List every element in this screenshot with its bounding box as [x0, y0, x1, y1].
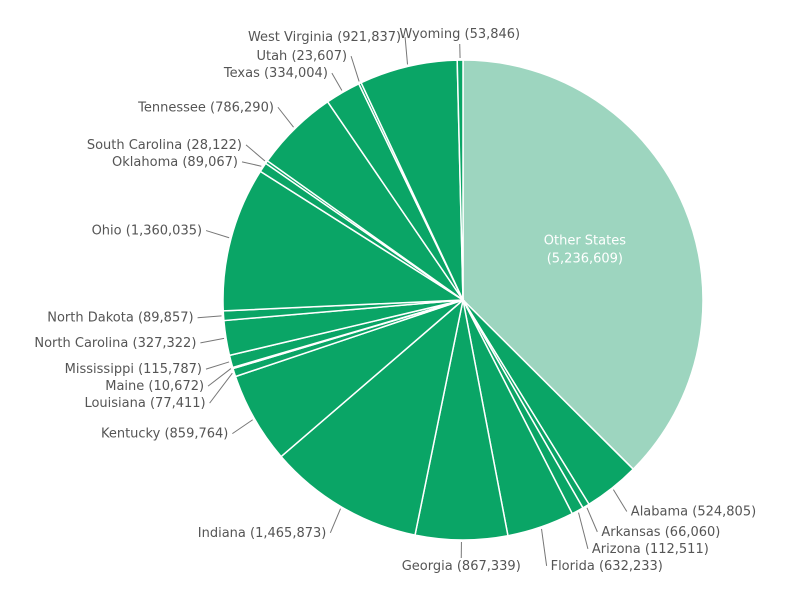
slice-value: (524,805) [692, 504, 756, 519]
leader-line [232, 419, 253, 435]
slice-name: Wyoming [399, 27, 460, 42]
slice-name: Ohio [92, 223, 122, 238]
slice-value: (334,004) [264, 66, 328, 81]
slice-label: Maine (10,672) [105, 379, 204, 394]
leader-line [578, 512, 589, 549]
leader-line [200, 337, 225, 344]
leader-line [586, 507, 598, 533]
slice-label: Arkansas (66,060) [601, 524, 720, 539]
slice-label: Alabama (524,805) [631, 504, 756, 519]
slice-value: (632,233) [599, 558, 663, 573]
slice-label: West Virginia (921,837) [248, 30, 401, 45]
leader-line [331, 72, 343, 91]
leader-line [207, 368, 232, 387]
slice-value: (77,411) [150, 396, 206, 411]
slice-name: Arizona [592, 541, 641, 556]
slice-value: (921,837) [337, 30, 401, 45]
leader-line [241, 161, 262, 167]
leader-line [197, 315, 222, 319]
slice-value: (53,846) [465, 27, 521, 42]
leader-line [329, 508, 341, 534]
leader-line [404, 37, 409, 65]
slice-label: Georgia (867,339) [402, 558, 521, 573]
slice-name: North Dakota [47, 310, 134, 325]
slice-label: Indiana (1,465,873) [198, 525, 327, 540]
pie-slice [462, 59, 704, 471]
slice-label: Louisiana (77,411) [84, 396, 205, 411]
slice-label: Other States (5,236,609) [544, 233, 626, 266]
slice-value: (1,360,035) [126, 223, 202, 238]
slice-value: (1,465,873) [250, 525, 326, 540]
slice-value: (89,857) [138, 310, 194, 325]
slice-value: (66,060) [665, 524, 721, 539]
slice-name: Mississippi [65, 362, 134, 377]
pie-slice [456, 59, 464, 301]
leader-line [205, 361, 230, 370]
slice-label: North Carolina (327,322) [34, 335, 196, 350]
slice-value: (89,067) [182, 154, 238, 169]
slice-value: (327,322) [133, 335, 197, 350]
slice-label: Tennessee (786,290) [137, 100, 274, 115]
slice-name: West Virginia [248, 30, 333, 45]
leader-line [612, 489, 628, 512]
slice-label: Oklahoma (89,067) [112, 154, 238, 169]
slice-label: Texas (334,004) [223, 66, 328, 81]
slice-label: Kentucky (859,764) [101, 426, 228, 441]
slice-value: (23,607) [291, 49, 347, 64]
slice-name: Oklahoma [112, 154, 178, 169]
slice-name: Louisiana [84, 396, 145, 411]
slice-name: Kentucky [101, 426, 161, 441]
slice-value: (115,787) [138, 362, 202, 377]
slice-value: (867,339) [457, 558, 521, 573]
slice-name: North Carolina [34, 335, 128, 350]
slice-label: Arizona (112,511) [592, 541, 709, 556]
slice-name: Other States [544, 233, 626, 248]
slice-name: Indiana [198, 525, 246, 540]
leader-line [277, 106, 294, 128]
slice-value: (28,122) [186, 137, 242, 152]
leader-line [205, 230, 230, 239]
slice-name: Utah [256, 49, 287, 64]
slice-name: South Carolina [87, 137, 182, 152]
pie-slice [222, 170, 466, 312]
slice-name: Arkansas [601, 524, 660, 539]
slice-label: Florida (632,233) [551, 558, 663, 573]
slice-label: Wyoming (53,846) [399, 27, 520, 42]
slice-name: Florida [551, 558, 595, 573]
slice-value: (859,764) [164, 426, 228, 441]
slice-value: (786,290) [210, 100, 274, 115]
slice-value: (112,511) [645, 541, 709, 556]
leader-line [350, 55, 360, 82]
slice-label: Ohio (1,360,035) [92, 223, 203, 238]
leader-line [541, 528, 548, 566]
slice-label: South Carolina (28,122) [87, 137, 242, 152]
pie-slice [280, 297, 465, 537]
slice-label: Mississippi (115,787) [65, 362, 202, 377]
slice-label: North Dakota (89,857) [47, 310, 193, 325]
slice-name: Maine [105, 379, 144, 394]
leader-line [209, 372, 233, 404]
slice-value: (10,672) [148, 379, 204, 394]
slice-name: Georgia [402, 558, 453, 573]
slice-name: Tennessee [137, 100, 206, 115]
slice-name: Texas [223, 66, 260, 81]
slice-label: Utah (23,607) [256, 49, 347, 64]
leader-line [245, 144, 266, 162]
slice-value: (5,236,609) [547, 251, 623, 266]
slice-name: Alabama [631, 504, 688, 519]
